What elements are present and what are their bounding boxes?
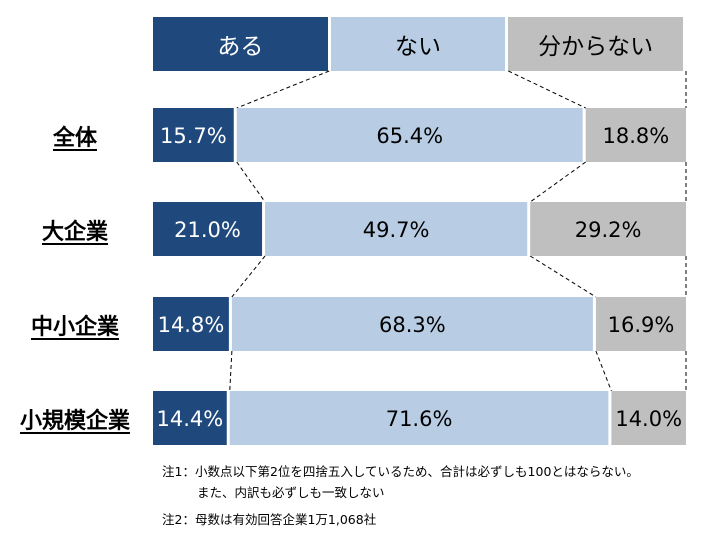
data-label-1-2: 29.2% <box>575 218 642 242</box>
data-label-1-0: 21.0% <box>174 218 241 242</box>
legend-item-0: ある <box>153 17 328 71</box>
data-label-1-1: 49.7% <box>363 218 430 242</box>
category-label-2: 中小企業 <box>30 315 119 340</box>
legend-item-1: ない <box>330 17 506 71</box>
category-label-0: 全体 <box>52 126 97 151</box>
connector-line <box>236 161 266 203</box>
note-2: 注2：母数は有効回答企業1万1,068社 <box>162 512 377 527</box>
data-label-0-1: 65.4% <box>376 124 443 148</box>
data-label-0-0: 15.7% <box>160 124 227 148</box>
note-1-line-2: また、内訳も必ずしも一致しない <box>197 485 385 500</box>
connector-line <box>508 70 586 109</box>
bar-3-1 <box>229 391 609 445</box>
category-label-1: 大企業 <box>41 220 108 245</box>
bar-0-0 <box>153 108 234 162</box>
legend-item-2: 分からない <box>508 17 683 71</box>
bar-1-2 <box>530 202 686 256</box>
connector-line <box>529 255 597 298</box>
data-label-2-2: 16.9% <box>608 313 675 337</box>
data-label-2-0: 14.8% <box>158 313 225 337</box>
category-label-3: 小規模企業 <box>19 409 130 434</box>
data-label-3-0: 14.4% <box>157 407 224 431</box>
data-label-0-2: 18.8% <box>602 124 669 148</box>
bar-3-0 <box>153 391 227 445</box>
connector-line <box>229 350 233 392</box>
bar-2-2 <box>595 297 686 351</box>
connector-line <box>231 255 266 298</box>
connector-line <box>529 161 586 203</box>
note-1-line-1: 注1：小数点以下第2位を四捨五入しているため、合計は必ずしも100とはならない。 <box>162 464 639 479</box>
data-label-2-1: 68.3% <box>379 313 446 337</box>
connector-line <box>595 350 612 392</box>
bar-0-1 <box>236 108 583 162</box>
bar-2-0 <box>153 297 229 351</box>
bar-1-0 <box>153 202 263 256</box>
bar-2-1 <box>231 297 593 351</box>
connector-line <box>236 70 330 109</box>
bar-3-2 <box>611 391 686 445</box>
bar-0-2 <box>585 108 686 162</box>
bar-1-1 <box>265 202 528 256</box>
data-label-3-2: 14.0% <box>615 407 682 431</box>
data-label-3-1: 71.6% <box>386 407 453 431</box>
